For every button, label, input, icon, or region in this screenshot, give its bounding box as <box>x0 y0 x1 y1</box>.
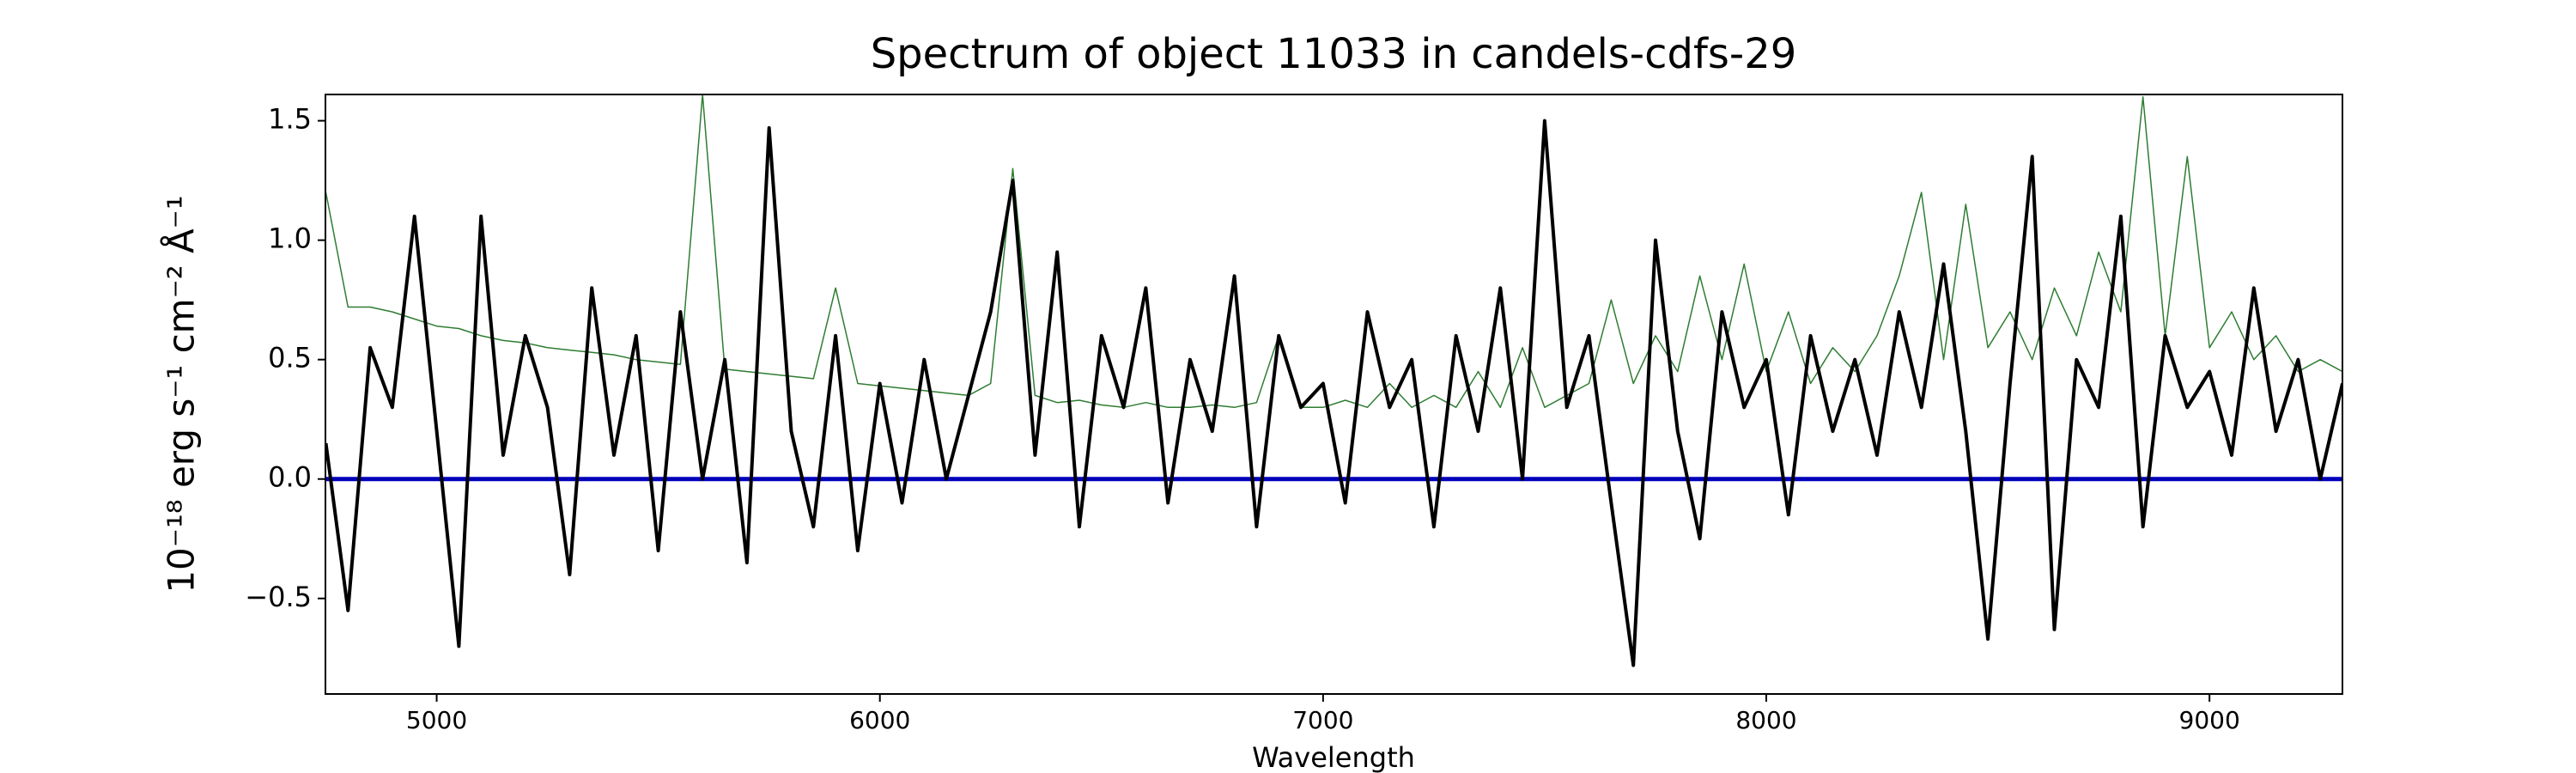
spectrum-line <box>325 119 2342 667</box>
y-tick-label: 1.0 <box>268 222 312 255</box>
x-tick-label: 9000 <box>2179 706 2240 734</box>
x-tick-label: 6000 <box>849 706 910 734</box>
x-tick-label: 5000 <box>406 706 467 734</box>
y-tick-label: 1.5 <box>268 103 312 136</box>
plot-frame <box>325 94 2343 695</box>
y-tick-label: −0.5 <box>245 581 312 613</box>
x-tick-label: 8000 <box>1735 706 1796 734</box>
chart-title: Spectrum of object 11033 in candels-cdfs… <box>871 30 1797 78</box>
x-axis-label: Wavelength <box>1252 741 1415 773</box>
y-axis-label: 10⁻¹⁸ erg s⁻¹ cm⁻² Å⁻¹ <box>160 195 203 593</box>
y-tick-label: 0.0 <box>268 461 312 494</box>
x-tick-label: 7000 <box>1292 706 1353 734</box>
y-tick-label: 0.5 <box>268 342 312 374</box>
spectrum-line <box>325 94 2342 409</box>
